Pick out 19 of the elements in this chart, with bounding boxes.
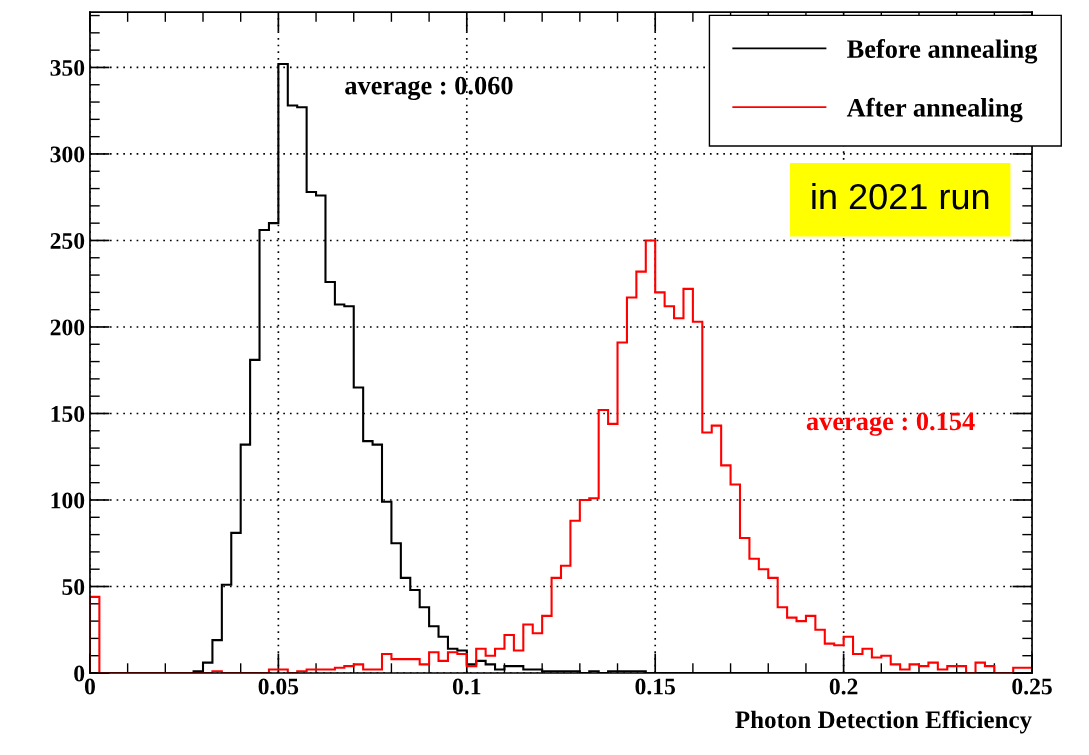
x-tick-label: 0.25 (1012, 678, 1052, 695)
y-tick-label: 300 (50, 146, 85, 163)
annotation: in 2021 run (812, 182, 989, 210)
x-tick-label: 0.1 (452, 678, 481, 695)
y-tick-label: 200 (50, 319, 85, 336)
y-tick-label: 250 (50, 232, 85, 249)
legend-label: After annealing (846, 97, 1023, 123)
y-tick-label: 100 (51, 492, 85, 509)
legend-label: Before annealing (847, 39, 1038, 64)
y-tick-label: 150 (51, 405, 85, 422)
annotation: average : 0.060 (345, 76, 513, 101)
x-tick-label: 0.05 (258, 678, 299, 695)
x-tick-label: 0.15 (635, 678, 675, 695)
y-tick-label: 0 (74, 665, 85, 682)
x-tick-label: 0.2 (829, 678, 858, 695)
y-tick-label: 350 (50, 59, 85, 76)
x-axis-title: Photon Detection Efficiency (735, 710, 1032, 734)
y-tick-label: 50 (62, 578, 85, 595)
annotation: average : 0.154 (806, 412, 975, 436)
